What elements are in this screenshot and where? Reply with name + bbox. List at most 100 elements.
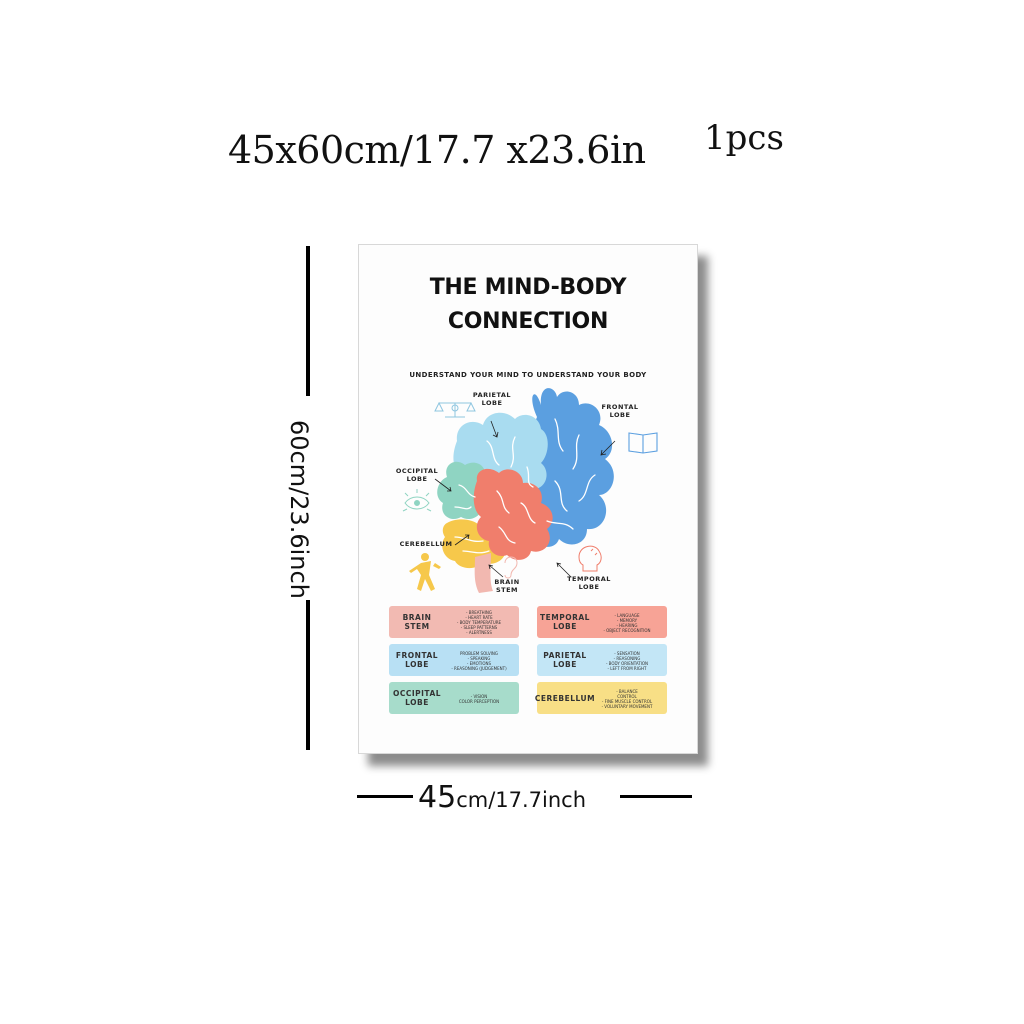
label-parietal-line-1: PARIETAL: [472, 391, 512, 399]
card-title: OCCIPITAL LOBE: [393, 686, 441, 710]
card-title-line: CEREBELLUM: [534, 693, 596, 703]
card-title-line: FRONTAL: [395, 651, 439, 660]
vertical-dimension-line-top: [306, 246, 310, 396]
card-fact: - BODY ORIENTATION: [605, 660, 649, 666]
poster-subtitle: UNDERSTAND YOUR MIND TO UNDERSTAND YOUR …: [409, 371, 647, 379]
card-fact: - REASONING (JUDGEMENT): [451, 665, 507, 671]
eye-icon: [402, 489, 432, 512]
card-title-line: LOBE: [405, 660, 429, 669]
label-temporal-lobe: TEMPORAL LOBE: [561, 575, 617, 591]
label-brain-stem-line-1: BRAIN: [494, 578, 520, 586]
label-frontal-line-1: FRONTAL: [601, 403, 639, 411]
label-occipital-lobe: OCCIPITAL LOBE: [391, 467, 443, 483]
scales-icon: [434, 401, 476, 418]
card-title-line: LOBE: [553, 660, 577, 669]
brain-stem-shape: [474, 553, 493, 593]
poster-title-line-1: THE MIND-BODY: [429, 275, 627, 300]
poster-title: THE MIND-BODY CONNECTION: [359, 271, 697, 339]
card-fact: - FINE MUSCLE CONTROL: [601, 698, 653, 704]
horizontal-dimension-value: 45: [418, 780, 457, 815]
person-kicking-icon: [409, 553, 441, 591]
arrow-cerebellum: [454, 534, 470, 546]
info-card-parietal-lobe: PARIETAL LOBE - SENSATION - REASONING - …: [537, 644, 667, 676]
label-brain-stem-line-2: STEM: [495, 586, 519, 594]
card-facts: - BALANCE CONTROL - FINE MUSCLE CONTROL …: [589, 685, 665, 712]
card-fact: - LEFT FROM RIGHT: [607, 665, 647, 671]
card-title: TEMPORAL LOBE: [540, 610, 590, 634]
card-title: PARIETAL LOBE: [541, 648, 589, 672]
piece-count-text: 1pcs: [704, 118, 784, 158]
card-title-line: PARIETAL: [543, 651, 587, 660]
horizontal-dimension-label: 45cm/17.7inch: [418, 780, 586, 815]
label-frontal-line-2: LOBE: [609, 411, 631, 419]
head-icon: [578, 545, 602, 572]
size-caption-text: 45x60cm/17.7 x23.6in: [228, 128, 646, 172]
label-brain-stem: BRAIN STEM: [487, 578, 527, 594]
label-temporal-line-1: TEMPORAL: [567, 575, 611, 583]
card-fact: - HEARING: [616, 622, 638, 628]
card-fact: - ALERTNESS: [466, 630, 492, 635]
info-card-occipital-lobe: OCCIPITAL LOBE - VISION COLOR PERCEPTION: [389, 682, 519, 714]
label-parietal-line-2: LOBE: [481, 399, 503, 407]
card-facts: - BREATHING - HEART RATE - BODY TEMPERAT…: [441, 609, 517, 636]
card-fact: - VOLUNTARY MOVEMENT: [601, 703, 653, 709]
ear-icon: [504, 556, 518, 579]
vertical-dimension-line-bottom: [306, 600, 310, 750]
card-title-line: TEMPORAL: [540, 613, 590, 622]
card-title-line: BRAIN: [402, 613, 432, 622]
card-facts: - VISION COLOR PERCEPTION: [441, 685, 517, 712]
horizontal-dimension-line-left: [357, 795, 413, 798]
poster: THE MIND-BODY CONNECTION UNDERSTAND YOUR…: [358, 244, 698, 754]
arrow-occipital: [434, 478, 452, 492]
label-frontal-lobe: FRONTAL LOBE: [595, 403, 645, 419]
horizontal-dimension-unit: cm/17.7inch: [456, 788, 587, 812]
card-fact: - SPEAKING: [467, 655, 491, 661]
size-caption: 45x60cm/17.7 x23.6in 1pcs: [0, 118, 1024, 188]
card-fact: - HEART RATE: [465, 615, 493, 620]
arrow-frontal: [600, 440, 616, 456]
label-cerebellum-line-1: CEREBELLUM: [399, 540, 453, 548]
card-fact: PROBLEM SOLVING: [459, 650, 499, 656]
label-temporal-line-2: LOBE: [578, 583, 600, 591]
label-cerebellum: CEREBELLUM: [395, 540, 457, 548]
card-title-line: OCCIPITAL: [392, 689, 442, 698]
arrow-parietal: [490, 420, 499, 438]
card-title: CEREBELLUM: [535, 686, 595, 710]
card-fact: - OBJECT RECOGNITION: [603, 627, 651, 633]
card-title-line: LOBE: [405, 698, 429, 707]
card-fact: - LANGUAGE: [614, 612, 640, 618]
info-card-cerebellum: CEREBELLUM - BALANCE CONTROL - FINE MUSC…: [535, 682, 667, 714]
card-fact: - SLEEP PATTERNS: [460, 625, 498, 630]
card-fact: - VISION: [470, 693, 488, 699]
brain-folds: [454, 418, 596, 554]
label-parietal-lobe: PARIETAL LOBE: [467, 391, 517, 407]
temporal-lobe-shape: [473, 468, 553, 560]
card-title: BRAIN STEM: [393, 610, 441, 634]
info-card-brain-stem: BRAIN STEM - BREATHING - HEART RATE - BO…: [389, 606, 519, 638]
card-title: FRONTAL LOBE: [393, 648, 441, 672]
card-title-line: STEM: [404, 622, 430, 631]
card-fact: CONTROL: [617, 693, 637, 699]
label-occipital-line-2: LOBE: [406, 475, 428, 483]
card-fact: - MEMORY: [616, 617, 638, 623]
info-card-frontal-lobe: FRONTAL LOBE PROBLEM SOLVING - SPEAKING …: [389, 644, 519, 676]
card-fact: - REASONING: [613, 655, 641, 661]
poster-title-line-2: CONNECTION: [447, 309, 609, 334]
card-fact: - BALANCE: [616, 688, 638, 694]
label-arrows: [434, 420, 616, 578]
brain-illustration: [402, 388, 658, 593]
vertical-dimension-text: 60cm/23.6inch: [285, 420, 313, 599]
card-facts: - LANGUAGE - MEMORY - HEARING - OBJECT R…: [589, 609, 665, 636]
card-facts: - SENSATION - REASONING - BODY ORIENTATI…: [589, 647, 665, 674]
label-occipital-line-1: OCCIPITAL: [395, 467, 439, 475]
card-fact: - SENSATION: [614, 650, 640, 656]
info-card-temporal-lobe: TEMPORAL LOBE - LANGUAGE - MEMORY - HEAR…: [537, 606, 667, 638]
card-fact: - BODY TEMPERATURE: [456, 620, 502, 625]
card-title-line: LOBE: [553, 622, 577, 631]
card-fact: - EMOTIONS: [466, 660, 492, 666]
card-fact: - BREATHING: [466, 610, 492, 615]
horizontal-dimension-line-right: [620, 795, 692, 798]
arrow-temporal: [556, 562, 572, 578]
arrow-brain-stem: [488, 564, 504, 578]
book-icon: [628, 432, 658, 454]
